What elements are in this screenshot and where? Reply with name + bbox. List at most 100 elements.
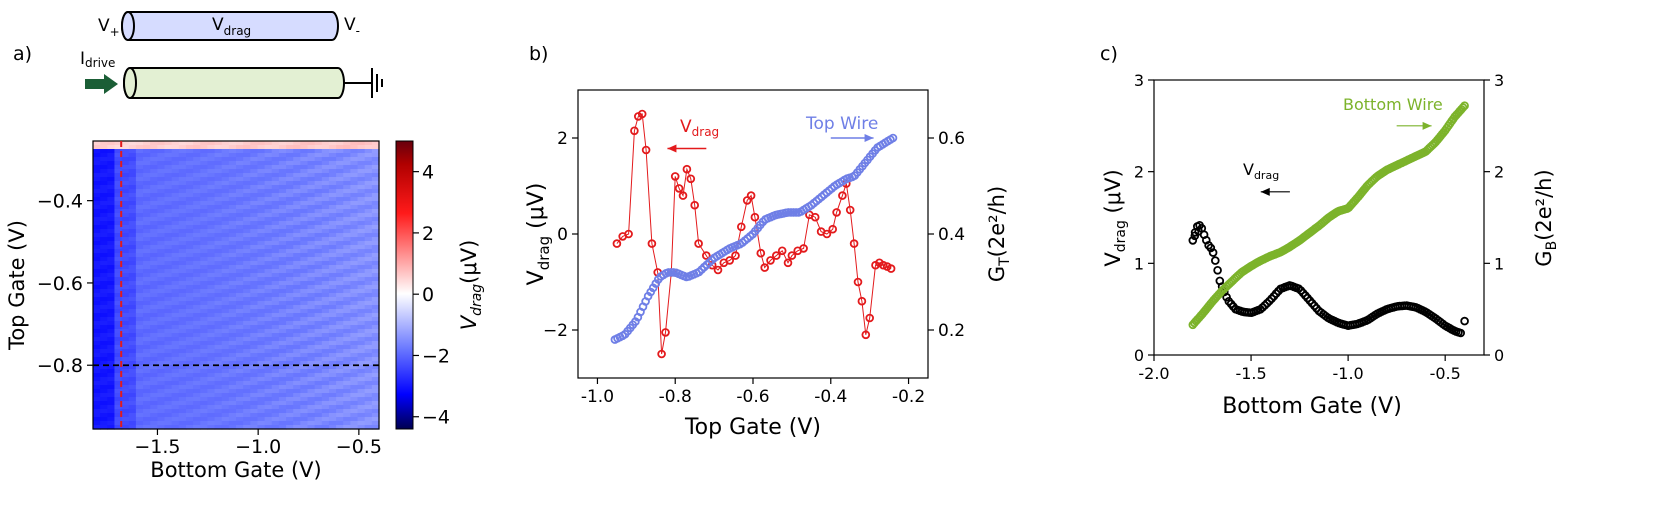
heatmap-cell — [364, 357, 373, 362]
heatmap-cell — [93, 297, 101, 302]
heatmap-cell — [135, 421, 144, 426]
heatmap-cell — [307, 233, 316, 238]
heatmap-cell — [257, 181, 266, 186]
heatmap-cell — [307, 269, 316, 274]
heatmap-cell — [286, 305, 294, 310]
heatmap-cell — [278, 149, 287, 154]
heatmap-cell — [257, 369, 266, 374]
heatmap-cell — [250, 417, 259, 422]
heatmap-cell — [350, 141, 359, 146]
heatmap-cell — [93, 365, 101, 370]
heatmap-cell — [364, 353, 373, 358]
heatmap-cell — [350, 321, 359, 326]
heatmap-cell — [257, 293, 266, 298]
heatmap-cell — [336, 141, 344, 146]
heatmap-cell — [228, 285, 237, 290]
heatmap-cell — [328, 357, 337, 362]
heatmap — [93, 141, 380, 430]
heatmap-cell — [214, 261, 223, 266]
heatmap-cell — [357, 373, 366, 378]
heatmap-cell — [228, 253, 237, 258]
heatmap-cell — [114, 389, 123, 394]
heatmap-cell — [271, 229, 280, 234]
heatmap-cell — [250, 265, 259, 270]
heatmap-cell — [328, 317, 337, 322]
heatmap-cell — [221, 333, 230, 338]
heatmap-cell — [350, 309, 359, 314]
heatmap-cell — [243, 357, 251, 362]
heatmap-cell — [171, 141, 180, 146]
heatmap-cell — [157, 201, 166, 206]
heatmap-cell — [214, 221, 223, 226]
heatmap-cell — [135, 197, 144, 202]
heatmap-cell — [300, 257, 309, 262]
x-tick-label: -0.6 — [736, 387, 769, 407]
heatmap-cell — [328, 333, 337, 338]
heatmap-cell — [307, 209, 316, 214]
heatmap-cell — [214, 213, 223, 218]
heatmap-cell — [114, 301, 123, 306]
heatmap-cell — [328, 257, 337, 262]
heatmap-cell — [300, 217, 309, 222]
i-drive-label: Idrive — [80, 49, 115, 70]
heatmap-cell — [314, 253, 323, 258]
vdrag-annotation: Vdrag — [1243, 160, 1279, 182]
heatmap-cell — [178, 409, 187, 414]
heatmap-cell — [214, 241, 223, 246]
heatmap-cell — [150, 369, 158, 374]
heatmap-cell — [164, 365, 173, 370]
heatmap-cell — [185, 157, 194, 162]
heatmap-cell — [328, 157, 337, 162]
heatmap-cell — [150, 361, 158, 366]
heatmap-cell — [264, 225, 273, 230]
heatmap-cell — [250, 389, 259, 394]
heatmap-cell — [264, 285, 273, 290]
heatmap-cell — [364, 369, 373, 374]
heatmap-cell — [278, 249, 287, 254]
heatmap-cell — [214, 285, 223, 290]
heatmap-cell — [371, 345, 380, 350]
heatmap-cell — [328, 253, 337, 258]
heatmap-cell — [328, 225, 337, 230]
heatmap-cell — [243, 157, 251, 162]
heatmap-cell — [286, 301, 294, 306]
heatmap-cell — [257, 285, 266, 290]
heatmap-cell — [214, 365, 223, 370]
heatmap-cell — [128, 309, 137, 314]
y-tick-label: 1 — [1134, 254, 1144, 273]
y-tick-label: −2 — [543, 321, 568, 341]
heatmap-cell — [364, 229, 373, 234]
heatmap-cell — [343, 321, 351, 326]
heatmap-cell — [286, 401, 294, 406]
heatmap-cell — [336, 405, 344, 410]
heatmap-cell — [236, 357, 244, 362]
heatmap-cell — [293, 321, 301, 326]
heatmap-cell — [300, 189, 309, 194]
heatmap-cell — [236, 193, 244, 198]
data-point — [690, 200, 699, 210]
heatmap-cell — [114, 145, 123, 150]
heatmap-cell — [364, 209, 373, 214]
heatmap-cell — [336, 221, 344, 226]
heatmap-cell — [171, 249, 180, 254]
heatmap-cell — [243, 417, 251, 422]
data-point — [731, 251, 740, 260]
heatmap-cell — [286, 369, 294, 374]
heatmap-cell — [243, 257, 251, 262]
heatmap-cell — [185, 225, 194, 230]
heatmap-cell — [236, 229, 244, 234]
heatmap-cell — [164, 141, 173, 146]
heatmap-cell — [150, 177, 158, 182]
heatmap-cell — [328, 385, 337, 390]
heatmap-cell — [293, 425, 301, 430]
heatmap-cell — [243, 245, 251, 250]
heatmap-cell — [100, 353, 108, 358]
heatmap-cell — [257, 389, 266, 394]
heatmap-cell — [364, 173, 373, 178]
heatmap-cell — [143, 281, 151, 286]
heatmap-cell — [314, 373, 323, 378]
heatmap-cell — [293, 365, 301, 370]
heatmap-cell — [307, 309, 316, 314]
heatmap-cell — [200, 165, 208, 170]
heatmap-cell — [207, 305, 216, 310]
